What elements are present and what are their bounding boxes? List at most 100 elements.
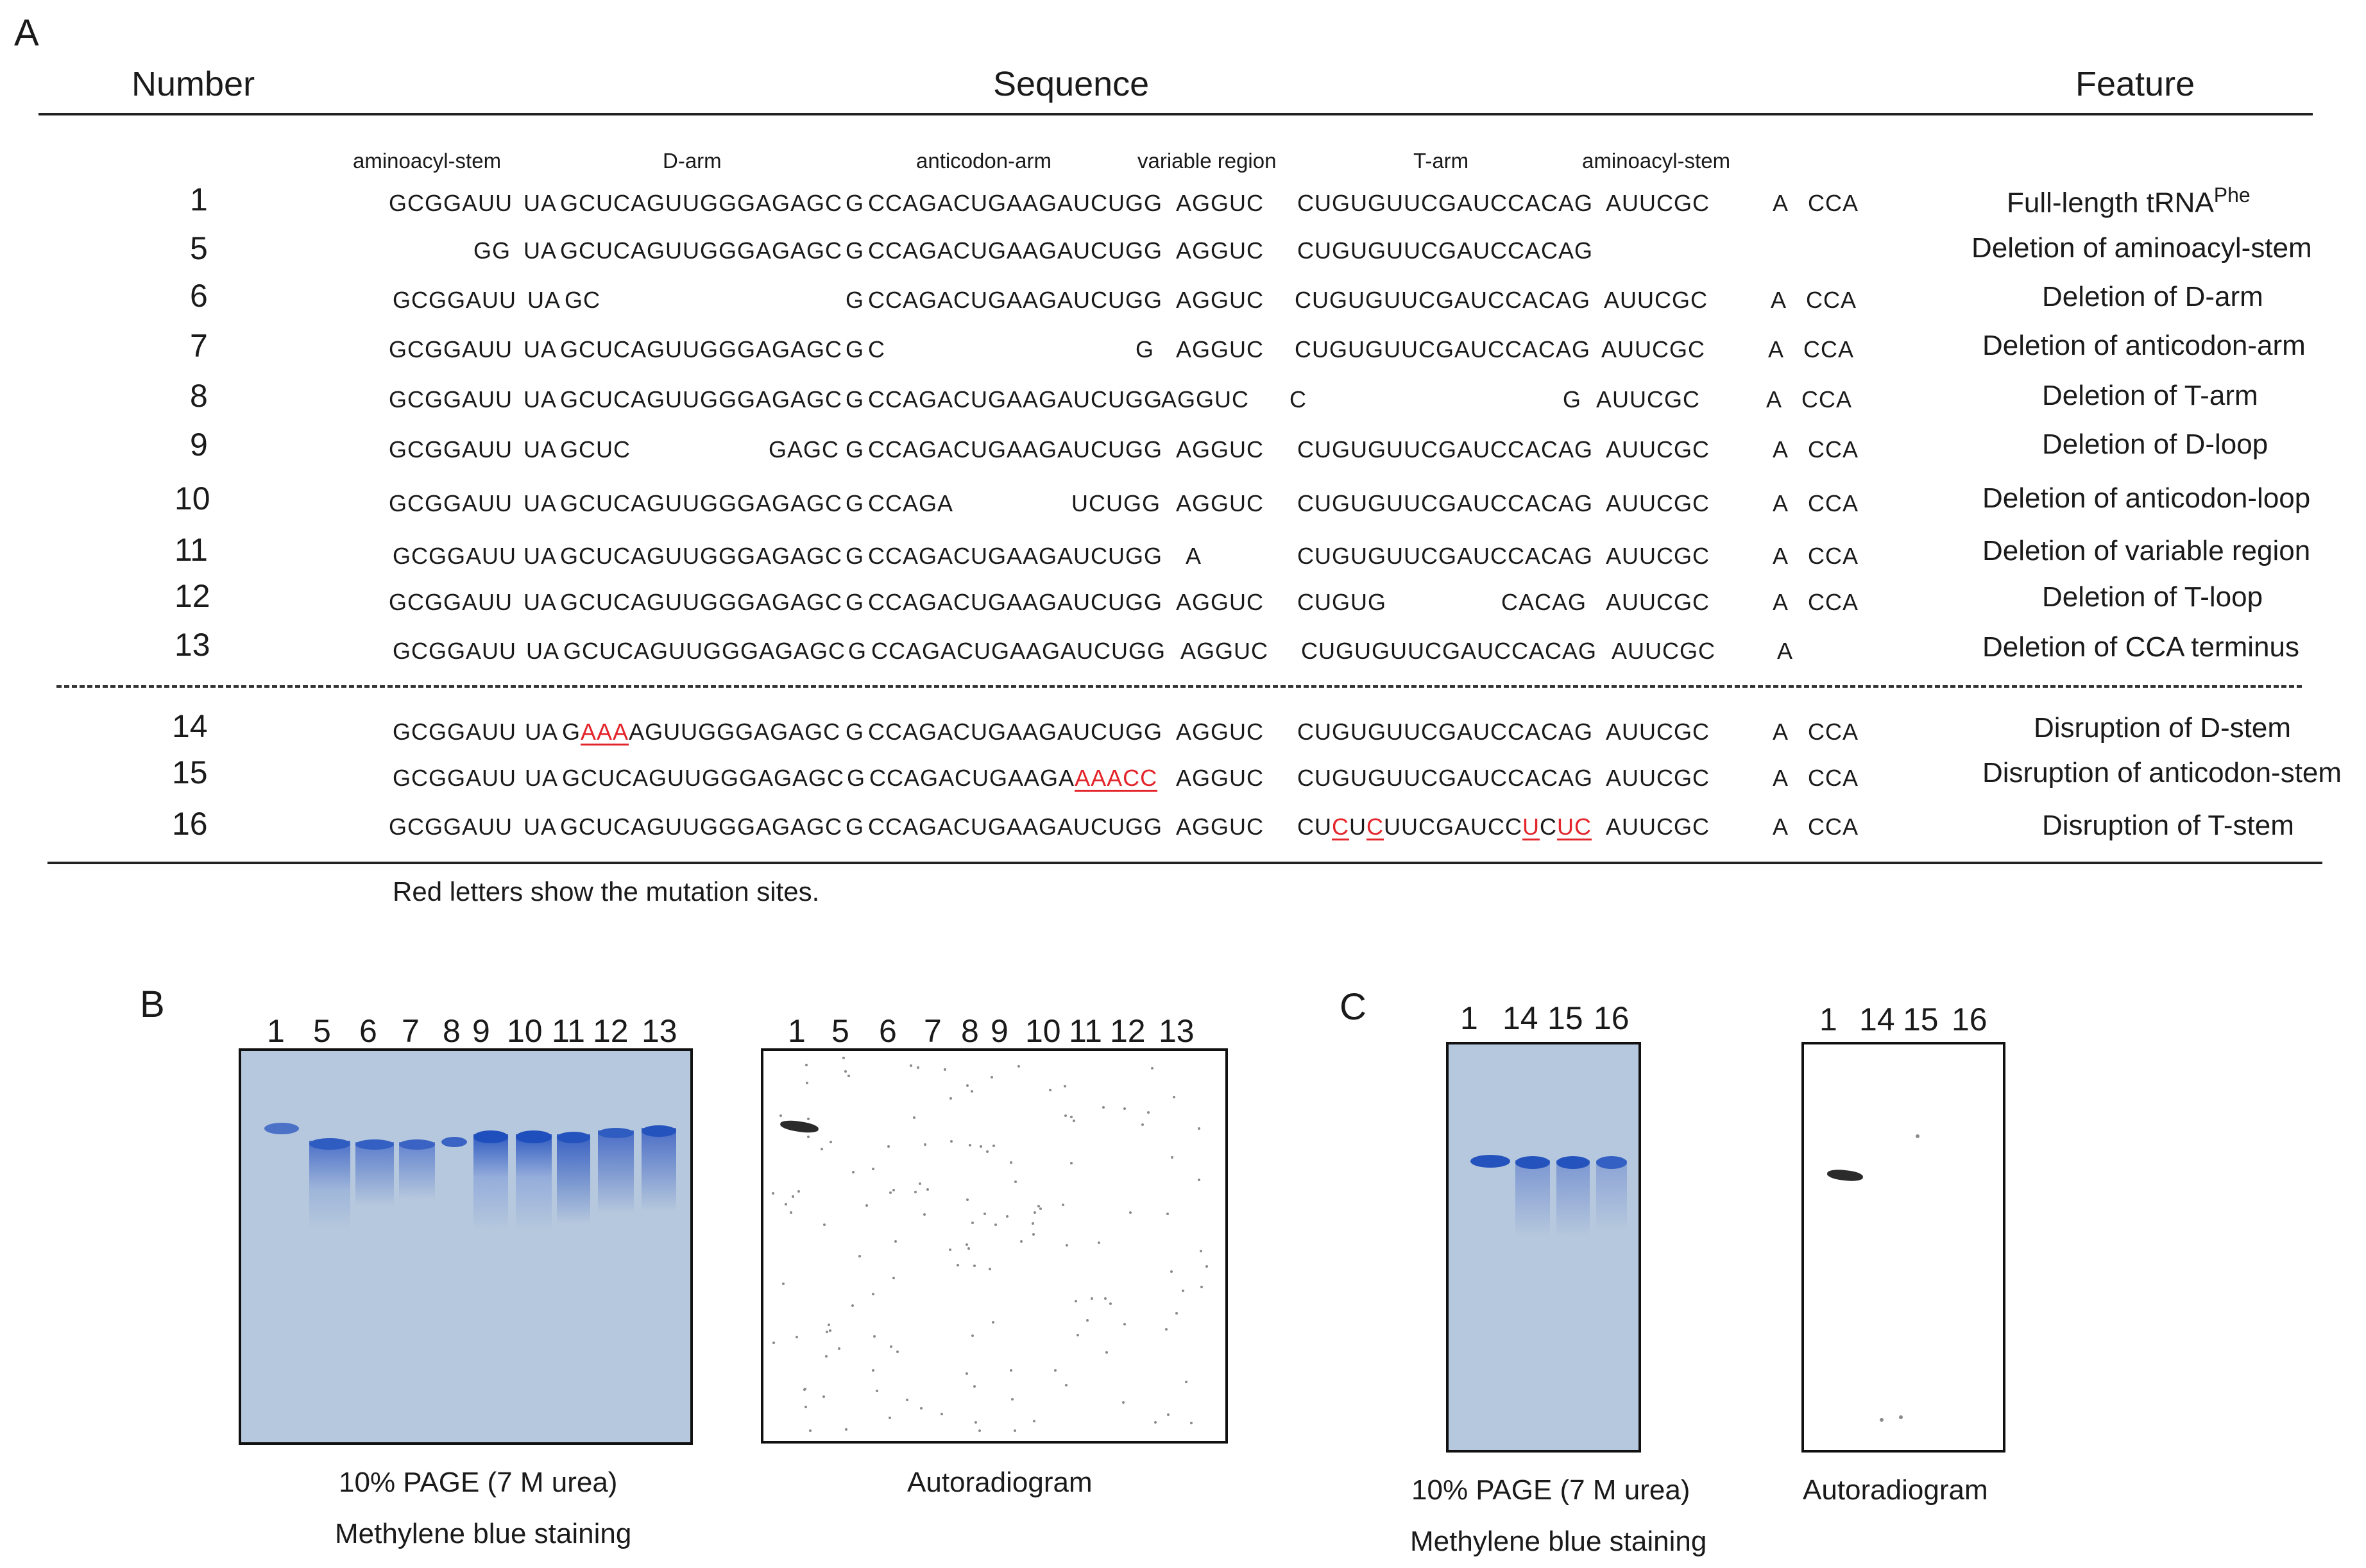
lane-label: 9 [991,1013,1009,1049]
background-speck [889,1191,892,1194]
lane-label: 1 [788,1013,806,1049]
seq-segment: CCAGACUGAAGAUCUGG [868,287,1163,313]
seq-segment: CCA [1803,336,1855,362]
seq-segment: A [1766,386,1783,413]
feature-label: Deletion of D-arm [2042,281,2263,312]
background-speck [828,1324,830,1326]
background-speck [994,1223,997,1226]
gel-caption: Methylene blue staining [1410,1526,1707,1557]
background-speck [1014,1180,1017,1183]
seq-segment: GCGGAUU [389,589,513,615]
background-speck [924,1143,926,1146]
background-speck [779,1114,782,1117]
background-speck [890,1345,892,1348]
gel-caption: 10% PAGE (7 M urea) [1411,1474,1690,1506]
background-speck [1166,1213,1169,1215]
seq-segment: CCAGACUGAAGAUCUGG [868,190,1163,216]
lane-label: 6 [359,1013,377,1049]
gel-band [642,1125,676,1137]
background-speck [805,1064,808,1066]
gel-band [1470,1155,1510,1168]
lane-label: 10 [1025,1013,1061,1049]
background-speck [1205,1265,1208,1268]
seq-segment: UA [523,589,557,615]
background-speck [949,1097,952,1100]
feature-label: Deletion of anticodon-loop [1982,482,2311,514]
seq-segment: CUGUGUUCGAUCCACAG [1295,336,1591,362]
seq-segment: GAGC [769,436,840,463]
gel-band [355,1139,394,1150]
seq-segment: GCGGAUU [389,814,513,840]
seq-segment: AGGUC [1176,490,1264,516]
seq-segment: GG [473,237,511,264]
seq-segment: AGGUC [1176,336,1264,362]
background-speck [804,1406,807,1408]
feature-superscript: Phe [2213,183,2251,207]
gel-smear [399,1142,435,1200]
background-speck [966,1198,969,1201]
gel-smear [355,1142,394,1206]
seq-segment: C [1289,386,1307,413]
background-speck [1123,1323,1126,1325]
background-speck [973,1265,976,1267]
background-speck [940,1413,943,1415]
seq-segment: GCUC [560,436,631,463]
seq-segment: CCAGACUGAAGAUCUGG [868,237,1163,264]
background-speck [1200,1250,1202,1252]
section-divider [56,685,2302,688]
seq-segment: GCUCAGUUGGGAGAGC [560,386,843,413]
background-speck [919,1182,921,1185]
seq-segment: CUGUGUUCGAUCCACAG [1297,490,1594,516]
background-speck [1073,1120,1075,1122]
gel-smear [598,1130,634,1214]
feature-label: Disruption of anticodon-stem [1982,757,2342,788]
lane-label: 14 [1502,1000,1538,1036]
background-speck [914,1191,917,1193]
seq-segment: UA [523,490,557,516]
background-speck [844,1070,847,1073]
seq-segment: AUUCGC [1612,638,1716,664]
background-speck [966,1243,968,1246]
background-speck [989,1268,991,1270]
background-speck [1175,1312,1178,1315]
gel-band [1515,1156,1550,1169]
seq-segment: CCAGACUGAAGAUCUGG [871,638,1166,664]
gel-caption: Autoradiogram [1803,1474,1988,1506]
seq-segment: GCGGAUU [393,719,517,745]
seq-segment: A [1186,543,1202,569]
lane-label: 8 [443,1013,461,1049]
seq-segment: A [1773,490,1789,516]
background-speck [1109,1302,1112,1305]
seq-segment: G [846,386,865,413]
seq-segment: G [846,190,865,216]
background-speck [969,1144,971,1146]
radio-signal-spot [779,1118,819,1135]
seq-segment: AUUCGC [1606,589,1710,615]
background-speck [1098,1241,1100,1244]
background-speck [873,1335,876,1338]
background-speck [872,1168,874,1170]
background-speck [920,1407,923,1410]
background-speck [782,1283,785,1285]
seq-segment: UA [525,765,559,791]
background-speck [971,1222,974,1224]
background-speck [825,1355,828,1358]
seq-segment: GCGGAUU [389,490,513,516]
background-speck [1147,1111,1150,1114]
lane-label: 1 [1460,1000,1478,1036]
background-speck [807,1118,810,1120]
background-speck [1039,1207,1042,1210]
background-speck [872,1369,874,1372]
background-speck [1122,1401,1125,1404]
background-speck [1020,1240,1023,1243]
seq-segment: AGGUC [1161,386,1250,413]
background-speck [986,1150,989,1153]
header-number: Number [132,65,255,103]
methylene-blue-gel [1446,1042,1641,1453]
row-number: 10 [174,481,210,516]
background-speck [917,1066,919,1069]
background-speck [830,1141,832,1143]
background-speck [1062,1204,1064,1206]
row-number: 16 [172,806,208,842]
gel-smear [642,1128,676,1211]
